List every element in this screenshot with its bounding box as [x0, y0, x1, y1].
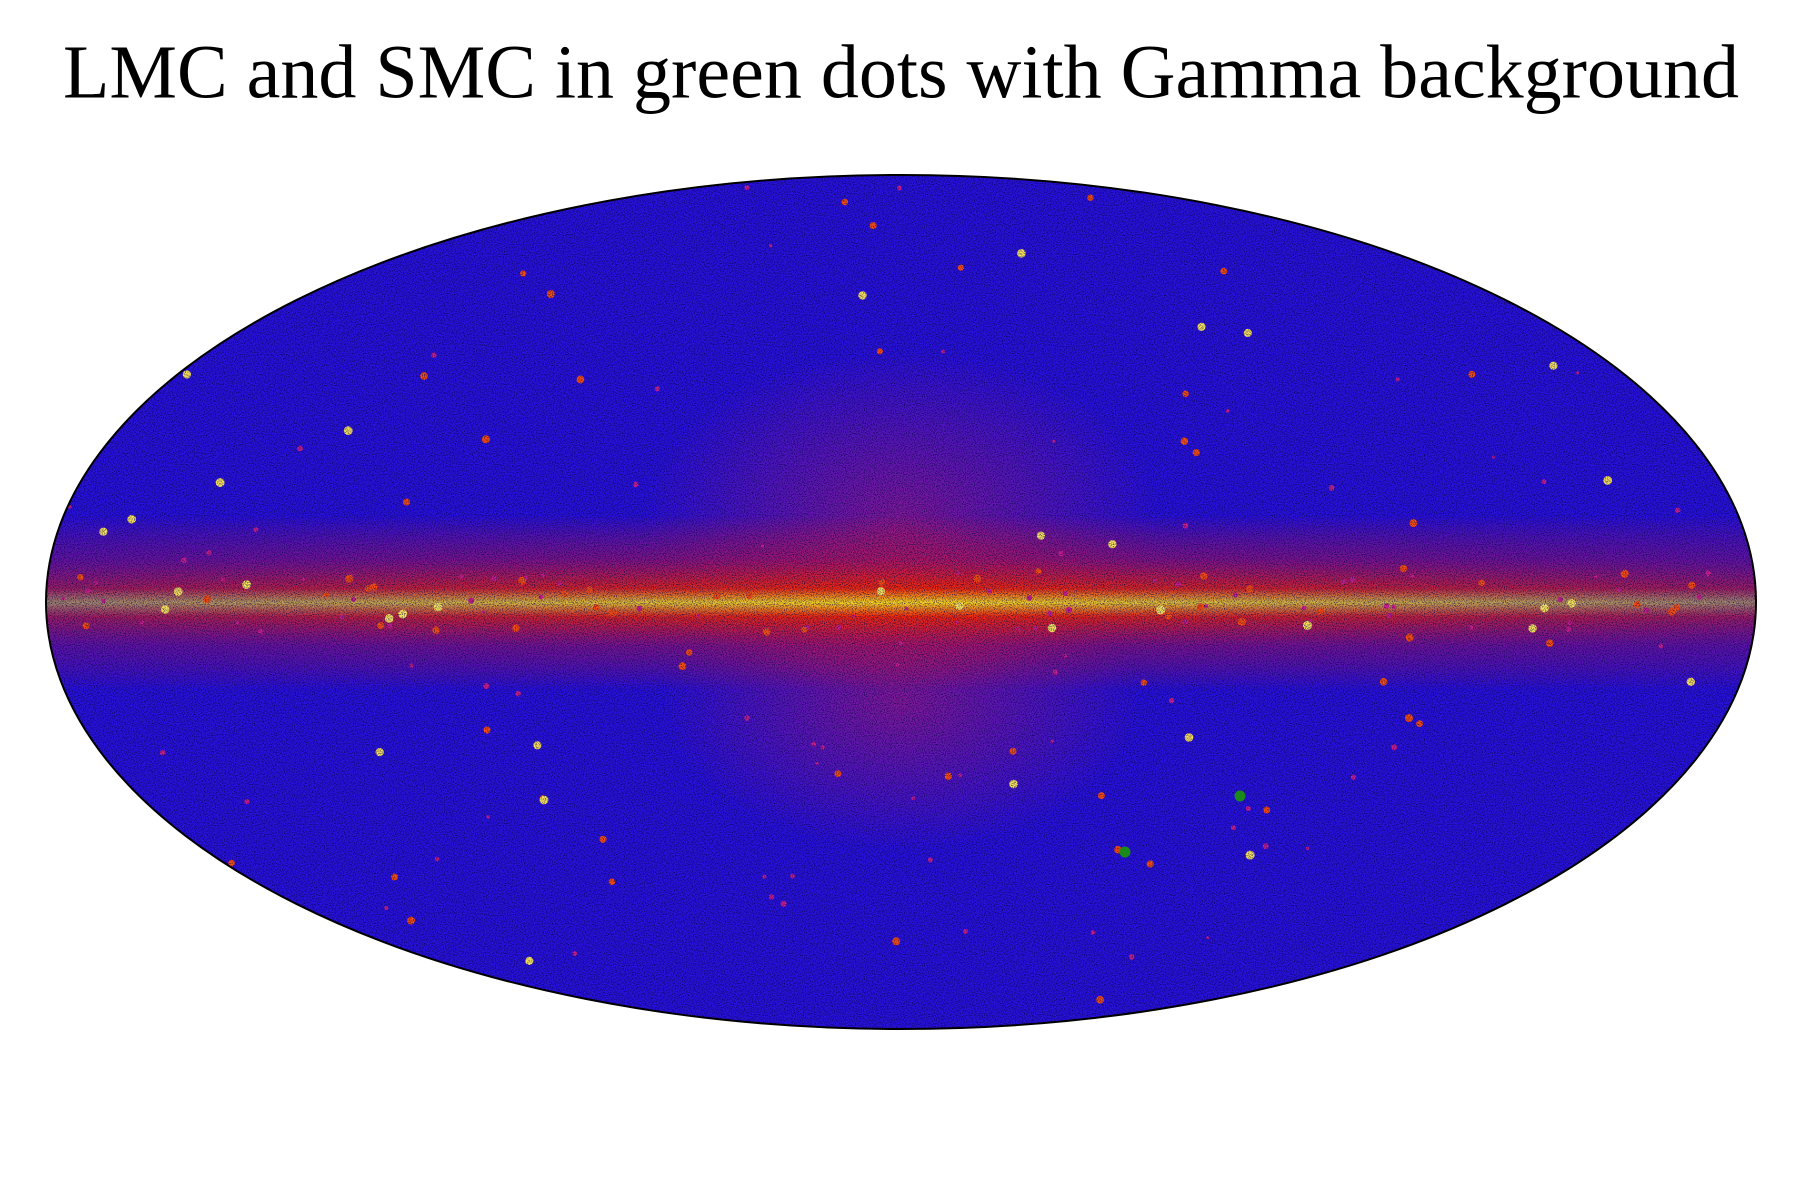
source-spot: [1579, 188, 1586, 196]
title: LMC and SMC in green dots with Gamma bac…: [63, 30, 1739, 114]
source-spot: [115, 242, 120, 248]
source-spot: [250, 944, 257, 952]
source-spot: [1628, 960, 1634, 965]
source-spot: [255, 1000, 264, 1008]
smc-dot: [1119, 846, 1131, 858]
source-spot: [345, 940, 350, 944]
source-spot: [1709, 747, 1713, 752]
source-spot: [1699, 423, 1707, 431]
source-spot: [531, 1023, 538, 1029]
source-spot: [1692, 818, 1697, 823]
source-spot: [1392, 952, 1401, 961]
source-spot: [1631, 841, 1637, 847]
source-spot: [1199, 189, 1203, 194]
lmc-dot: [1234, 790, 1246, 802]
source-spot: [1585, 197, 1593, 205]
source-spot: [131, 353, 141, 362]
source-spot: [120, 281, 128, 290]
source-spot: [1663, 234, 1672, 243]
source-spot: [411, 964, 415, 968]
source-spot: [70, 952, 79, 961]
source-spot: [1441, 199, 1449, 207]
gamma-background: [46, 175, 1756, 1029]
noise: [46, 175, 1756, 1029]
source-spot: [305, 265, 313, 273]
source-spot: [1358, 212, 1368, 222]
source-spot: [155, 187, 161, 193]
source-spot: [284, 949, 293, 959]
map-outline: [45, 174, 1757, 1030]
source-spot: [1720, 964, 1723, 968]
source-spot: [1436, 954, 1446, 964]
source-spot: [1579, 204, 1587, 212]
source-spot: [1697, 789, 1705, 798]
source-spot: [424, 963, 430, 969]
